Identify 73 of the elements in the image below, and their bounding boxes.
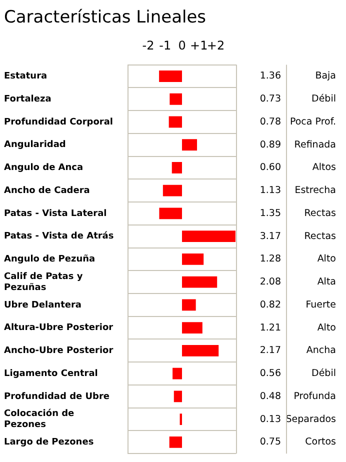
data-label: 0.56 [260, 368, 281, 380]
data-label: 1.21 [260, 322, 281, 334]
x-tick-label: -2 [142, 38, 154, 53]
bar [170, 93, 182, 105]
y-tick-label: Estatura [4, 72, 48, 82]
text: Rectas [304, 208, 336, 219]
y-tick-label: Profundidad de Ubre [4, 392, 110, 402]
bar [172, 162, 182, 174]
data-label: 0.89 [260, 139, 281, 150]
y-tick-label: Angulo de Pezuña [4, 254, 96, 265]
bar [174, 390, 182, 402]
bar [182, 322, 202, 334]
y-tick-label: Altura-Ubre Posterior [4, 323, 114, 334]
text: Alto [317, 254, 336, 265]
data-label: 0.73 [260, 94, 281, 105]
text: Refinada [294, 139, 336, 150]
data-label: 1.35 [260, 208, 281, 219]
y-tick-label: Patas - Vista Lateral [4, 208, 107, 219]
bar [182, 230, 236, 242]
bar [182, 139, 198, 151]
data-label: 2.17 [260, 345, 281, 356]
chart-title: Características Lineales [4, 8, 206, 28]
x-tick-label: 0 [178, 38, 186, 53]
data-label: 1.36 [260, 70, 281, 82]
bar [169, 436, 182, 448]
x-tick-label: +1 [190, 38, 208, 53]
text: Alta [317, 276, 336, 288]
bar [159, 70, 182, 82]
text: Estrecha [294, 185, 336, 196]
text: Baja [315, 70, 336, 82]
data-label: 2.08 [260, 276, 281, 288]
bar [168, 116, 182, 128]
bar [182, 276, 218, 288]
bar [172, 368, 182, 380]
data-label: 0.48 [260, 390, 281, 402]
bar [182, 253, 204, 265]
y-tick-label: Ubre Delantera [4, 300, 82, 310]
bar [159, 208, 182, 220]
text: Altos [312, 162, 336, 174]
x-tick-label: -1 [159, 38, 172, 53]
text: Poca Prof. [290, 116, 336, 128]
y-tick-label: Angulo de Anca [4, 163, 84, 174]
text: Fuerte [306, 299, 336, 310]
data-label: 0.78 [260, 116, 281, 128]
x-tick-label: +2 [206, 38, 225, 53]
data-label: 0.82 [260, 299, 281, 310]
y-tick-label: Angularidad [4, 140, 66, 150]
data-label: 0.60 [260, 162, 281, 174]
y-tick-label: Largo de Pezones [4, 438, 94, 448]
y-tick-label: Colocación de Pezones [4, 408, 74, 430]
text: Rectas [304, 230, 336, 242]
bar [162, 184, 182, 196]
text: Alto [317, 322, 336, 334]
y-tick-label: Ancho-Ubre Posterior [4, 346, 114, 356]
y-tick-label: Ligamento Central [4, 368, 98, 379]
data-label: 0.75 [260, 436, 281, 448]
text: Débil [312, 94, 336, 105]
data-label: 1.28 [260, 254, 281, 265]
text: Cortos [305, 436, 336, 448]
y-tick-label: Fortaleza [4, 94, 52, 104]
bar [182, 299, 196, 311]
y-tick-label: Patas - Vista de Atrás [4, 230, 114, 242]
data-label: 0.13 [260, 414, 281, 425]
text: Profunda [294, 390, 336, 402]
bar [182, 344, 219, 356]
y-tick-label: Ancho de Cadera [4, 186, 90, 196]
text: Separados [286, 414, 336, 425]
data-label: 3.17 [260, 230, 281, 242]
text: Ancha [306, 345, 336, 356]
data-label: 1.13 [260, 185, 281, 196]
text: Débil [312, 368, 336, 380]
y-tick-label: Profundidad Corporal [4, 117, 114, 128]
y-tick-label: Calif de Patas y Pezuñas [4, 272, 83, 293]
